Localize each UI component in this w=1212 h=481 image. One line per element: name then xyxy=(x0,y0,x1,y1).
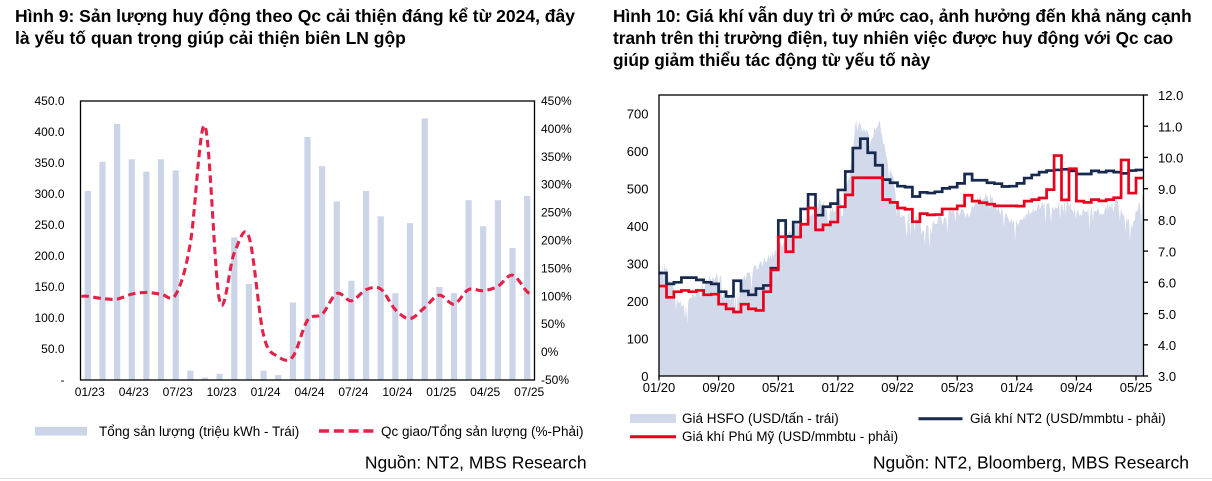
svg-text:12.0: 12.0 xyxy=(1158,88,1183,103)
svg-text:100.0: 100.0 xyxy=(34,311,64,325)
svg-text:600: 600 xyxy=(627,144,649,159)
svg-text:150.0: 150.0 xyxy=(34,280,64,294)
svg-text:07/23: 07/23 xyxy=(163,385,193,399)
svg-text:500: 500 xyxy=(627,182,649,197)
svg-text:50.0: 50.0 xyxy=(41,342,65,356)
svg-text:-50%: -50% xyxy=(541,373,569,387)
svg-text:-: - xyxy=(61,373,65,387)
svg-text:05/21: 05/21 xyxy=(762,380,795,395)
svg-text:400%: 400% xyxy=(541,122,572,136)
svg-text:01/25: 01/25 xyxy=(426,385,456,399)
svg-text:01/20: 01/20 xyxy=(643,380,676,395)
svg-text:50%: 50% xyxy=(541,317,565,331)
svg-text:10.0: 10.0 xyxy=(1158,151,1183,166)
svg-text:9.0: 9.0 xyxy=(1158,182,1176,197)
svg-text:700: 700 xyxy=(627,107,649,122)
svg-text:450.0: 450.0 xyxy=(34,94,64,108)
svg-text:Nguồn: NT2, MBS Research: Nguồn: NT2, MBS Research xyxy=(365,453,587,473)
svg-text:07/25: 07/25 xyxy=(514,385,544,399)
svg-text:01/22: 01/22 xyxy=(822,380,855,395)
svg-text:250%: 250% xyxy=(541,206,572,220)
svg-text:0%: 0% xyxy=(541,345,559,359)
svg-text:400.0: 400.0 xyxy=(34,125,64,139)
svg-text:300%: 300% xyxy=(541,178,572,192)
svg-text:250.0: 250.0 xyxy=(34,218,64,232)
svg-text:04/23: 04/23 xyxy=(119,385,149,399)
svg-text:Giá khí NT2 (USD/mmbtu - phải): Giá khí NT2 (USD/mmbtu - phải) xyxy=(970,411,1166,426)
svg-text:0: 0 xyxy=(641,369,648,384)
svg-text:200.0: 200.0 xyxy=(34,249,64,263)
svg-text:Giá khí Phú Mỹ (USD/mmbtu - ph: Giá khí Phú Mỹ (USD/mmbtu - phải) xyxy=(682,429,898,444)
svg-text:07/24: 07/24 xyxy=(338,385,368,399)
svg-text:09/22: 09/22 xyxy=(881,380,914,395)
svg-text:01/24: 01/24 xyxy=(251,385,281,399)
svg-text:350%: 350% xyxy=(541,150,572,164)
svg-text:5.0: 5.0 xyxy=(1158,307,1176,322)
svg-text:04/24: 04/24 xyxy=(294,385,324,399)
svg-text:300: 300 xyxy=(627,257,649,272)
svg-text:6.0: 6.0 xyxy=(1158,276,1176,291)
svg-text:100: 100 xyxy=(627,332,649,347)
svg-text:200%: 200% xyxy=(541,234,572,248)
svg-text:7.0: 7.0 xyxy=(1158,244,1176,259)
svg-text:Nguồn: NT2, Bloomberg, MBS Res: Nguồn: NT2, Bloomberg, MBS Research xyxy=(873,453,1189,473)
svg-text:05/25: 05/25 xyxy=(1120,380,1153,395)
svg-text:01/24: 01/24 xyxy=(1001,380,1034,395)
svg-text:11.0: 11.0 xyxy=(1158,119,1182,134)
svg-text:3.0: 3.0 xyxy=(1158,369,1176,384)
svg-text:01/23: 01/23 xyxy=(75,385,105,399)
svg-text:450%: 450% xyxy=(541,94,572,108)
svg-text:10/24: 10/24 xyxy=(382,385,412,399)
svg-text:04/25: 04/25 xyxy=(470,385,500,399)
svg-text:4.0: 4.0 xyxy=(1158,338,1176,353)
svg-text:05/23: 05/23 xyxy=(941,380,974,395)
svg-text:8.0: 8.0 xyxy=(1158,213,1176,228)
svg-text:Tổng sản lượng (triệu kWh - Tr: Tổng sản lượng (triệu kWh - Trái) xyxy=(99,424,299,439)
svg-text:Giá HSFO (USD/tấn - trái): Giá HSFO (USD/tấn - trái) xyxy=(682,411,839,426)
svg-text:Qc giao/Tổng sản lượng (%-Phải: Qc giao/Tổng sản lượng (%-Phải) xyxy=(381,424,583,439)
svg-text:09/20: 09/20 xyxy=(702,380,735,395)
svg-text:150%: 150% xyxy=(541,261,572,275)
svg-text:100%: 100% xyxy=(541,289,572,303)
svg-text:350.0: 350.0 xyxy=(34,156,64,170)
svg-text:400: 400 xyxy=(627,219,649,234)
svg-text:10/23: 10/23 xyxy=(207,385,237,399)
svg-text:200: 200 xyxy=(627,294,649,309)
svg-text:300.0: 300.0 xyxy=(34,187,64,201)
svg-text:09/24: 09/24 xyxy=(1060,380,1093,395)
